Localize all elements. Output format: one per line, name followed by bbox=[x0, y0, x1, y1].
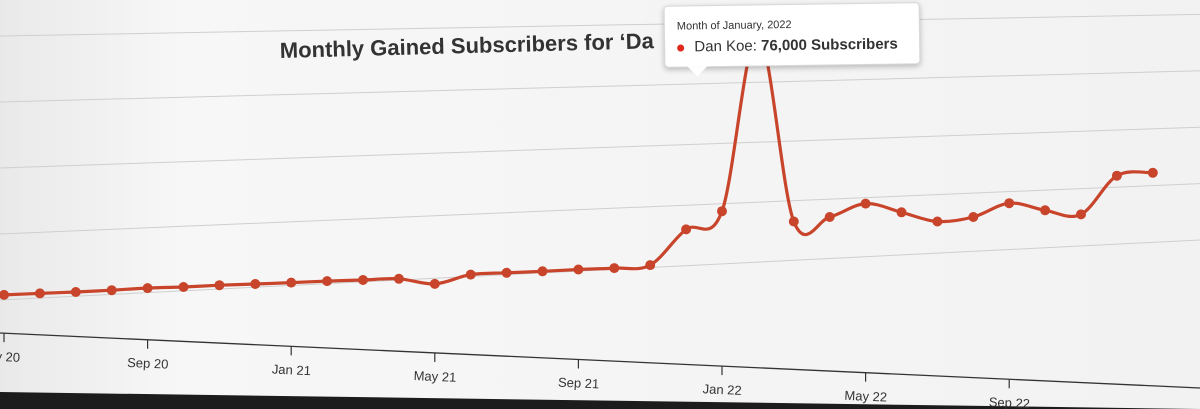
x-tick-label: May 21 bbox=[413, 368, 456, 385]
data-point[interactable] bbox=[465, 269, 476, 280]
data-point[interactable] bbox=[824, 212, 835, 222]
data-point[interactable] bbox=[322, 276, 333, 287]
data-point[interactable] bbox=[250, 279, 261, 289]
data-point[interactable] bbox=[860, 198, 871, 209]
data-point[interactable] bbox=[609, 263, 620, 274]
data-point[interactable] bbox=[1147, 167, 1158, 178]
x-tick-label: Sep 20 bbox=[127, 355, 169, 372]
point-layer bbox=[0, 29, 1158, 300]
data-point[interactable] bbox=[1111, 170, 1122, 181]
data-point[interactable] bbox=[788, 216, 799, 227]
tooltip-value: 76,000 Subscribers bbox=[760, 35, 898, 55]
series-dot-icon bbox=[677, 44, 685, 52]
gridline bbox=[0, 13, 1200, 37]
x-tick-label: Sep 21 bbox=[558, 375, 600, 392]
gridline bbox=[0, 70, 1200, 103]
x-tick-label: Jan 22 bbox=[702, 381, 742, 398]
data-point[interactable] bbox=[717, 206, 727, 217]
data-point[interactable] bbox=[896, 207, 907, 218]
tooltip: Month of January, 2022 Dan Koe: 76,000 S… bbox=[663, 2, 921, 68]
data-point[interactable] bbox=[393, 273, 404, 284]
data-point[interactable] bbox=[1076, 209, 1086, 220]
data-point[interactable] bbox=[34, 288, 45, 299]
tooltip-header: Month of January, 2022 bbox=[676, 19, 792, 33]
series-layer bbox=[2, 32, 1155, 297]
tooltip-series-label: Dan Koe bbox=[694, 37, 753, 56]
data-point[interactable] bbox=[645, 260, 656, 271]
data-point[interactable] bbox=[429, 278, 440, 289]
data-point[interactable] bbox=[286, 277, 297, 288]
x-axis-line bbox=[0, 332, 1200, 389]
data-point[interactable] bbox=[1040, 205, 1051, 216]
data-point[interactable] bbox=[537, 266, 548, 277]
data-point[interactable] bbox=[1004, 198, 1015, 209]
series-line-dan-koe bbox=[2, 32, 1155, 297]
data-point[interactable] bbox=[70, 287, 81, 297]
data-point[interactable] bbox=[178, 282, 189, 292]
data-point[interactable] bbox=[932, 216, 943, 227]
gridline bbox=[0, 126, 1200, 169]
x-tick-label: May 22 bbox=[844, 388, 887, 405]
x-axis: ay 20 Sep 20 Jan 21 May 21 Sep 21 Jan 22 May 2… bbox=[0, 332, 1200, 409]
data-point[interactable] bbox=[0, 289, 9, 300]
data-point[interactable] bbox=[501, 267, 512, 278]
x-tick-label: Sep 22 bbox=[988, 394, 1030, 409]
x-tick-label: Jan 21 bbox=[272, 361, 312, 378]
data-point[interactable] bbox=[358, 275, 368, 285]
data-point[interactable] bbox=[106, 285, 117, 296]
data-point[interactable] bbox=[968, 212, 979, 222]
data-point[interactable] bbox=[142, 283, 153, 294]
data-point[interactable] bbox=[573, 264, 584, 275]
data-point[interactable] bbox=[681, 224, 692, 235]
x-tick-label: ay 20 bbox=[0, 348, 20, 364]
tooltip-line: Dan Koe: 76,000 Subscribers bbox=[677, 35, 907, 55]
data-point[interactable] bbox=[214, 280, 225, 291]
tooltip-colon: : bbox=[752, 37, 762, 55]
gridline bbox=[0, 183, 1200, 235]
